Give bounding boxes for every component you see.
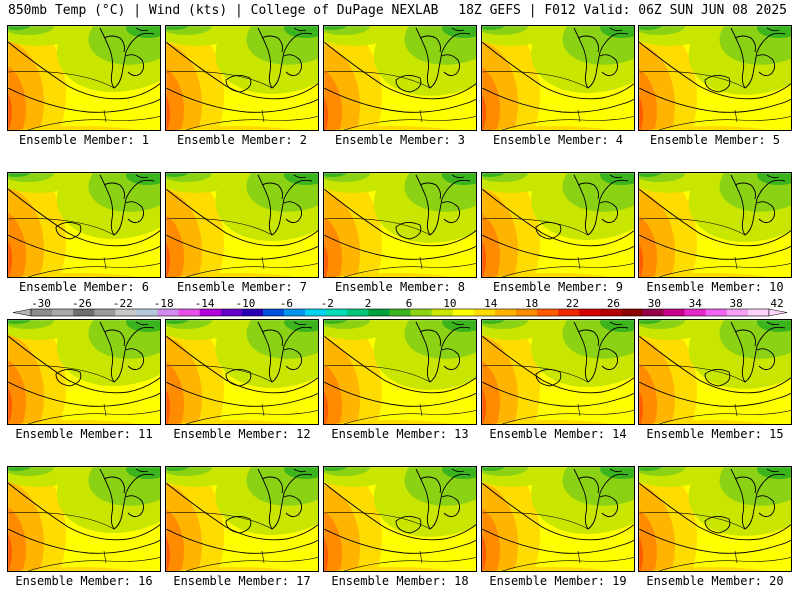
colorbar-swatch <box>178 309 200 316</box>
ensemble-member-caption: Ensemble Member: 3 <box>334 133 466 147</box>
colorbar-swatch <box>621 309 643 316</box>
ensemble-member-map <box>323 25 477 131</box>
colorbar-tick-label: 30 <box>648 298 661 310</box>
colorbar-tick-label: -26 <box>72 298 92 310</box>
ensemble-member-map <box>481 172 635 278</box>
ensemble-member-caption: Ensemble Member: 9 <box>492 280 624 294</box>
ensemble-member-caption: Ensemble Member: 8 <box>334 280 466 294</box>
colorbar-tick-label: 34 <box>689 298 703 310</box>
ensemble-member-caption: Ensemble Member: 20 <box>646 574 784 588</box>
colorbar-swatch <box>305 309 327 316</box>
colorbar-swatch <box>600 309 622 316</box>
colorbar-swatch <box>199 309 222 316</box>
colorbar-swatch <box>473 309 496 316</box>
ensemble-member-map <box>165 319 319 425</box>
colorbar-swatch <box>220 309 243 316</box>
ensemble-member-caption: Ensemble Member: 13 <box>331 427 469 441</box>
ensemble-member-map <box>481 466 635 572</box>
colorbar-arrow-high <box>768 308 787 317</box>
ensemble-member-map <box>165 466 319 572</box>
colorbar-swatch <box>368 309 390 316</box>
ensemble-member-caption: Ensemble Member: 5 <box>649 133 781 147</box>
ensemble-member-map <box>7 25 161 131</box>
colorbar-swatch <box>537 309 559 316</box>
colorbar-swatch <box>558 309 580 316</box>
colorbar-tick-label: -6 <box>280 298 293 310</box>
ensemble-member-map <box>323 466 477 572</box>
colorbar-swatch <box>94 309 116 316</box>
ensemble-member-map <box>638 466 792 572</box>
ensemble-member-map <box>165 25 319 131</box>
ensemble-member-map <box>638 25 792 131</box>
colorbar-tick-label: -18 <box>154 298 174 310</box>
colorbar-swatch <box>241 309 264 316</box>
ensemble-member-map <box>481 319 635 425</box>
colorbar-swatch <box>494 309 517 316</box>
header-title: 850mb Temp (°C) | Wind (kts) | College o… <box>8 3 439 18</box>
ensemble-member-caption: Ensemble Member: 2 <box>176 133 308 147</box>
colorbar-tick-label: -2 <box>321 298 334 310</box>
colorbar-swatch <box>347 309 369 316</box>
colorbar-tick-label: 14 <box>484 298 498 310</box>
colorbar-arrow-low <box>13 308 32 317</box>
colorbar-swatch <box>31 309 53 316</box>
ensemble-member-caption: Ensemble Member: 7 <box>176 280 308 294</box>
colorbar-swatch <box>410 309 432 316</box>
colorbar-tick-label: 26 <box>607 298 620 310</box>
colorbar-swatch <box>663 309 685 316</box>
ensemble-member-map <box>323 172 477 278</box>
colorbar-tick-label: 22 <box>566 298 579 310</box>
ensemble-member-caption: Ensemble Member: 19 <box>489 574 627 588</box>
colorbar-tick-label: -30 <box>31 298 51 310</box>
colorbar-swatch <box>705 309 728 316</box>
ensemble-member-caption: Ensemble Member: 1 <box>18 133 150 147</box>
colorbar-tick-label: -10 <box>236 298 256 310</box>
ensemble-member-caption: Ensemble Member: 4 <box>492 133 624 147</box>
colorbar-swatch <box>452 309 475 316</box>
colorbar-swatch <box>389 309 411 316</box>
ensemble-member-caption: Ensemble Member: 10 <box>646 280 784 294</box>
colorbar-swatch <box>642 309 664 316</box>
colorbar-tick-label: 2 <box>365 298 372 310</box>
colorbar-swatch <box>684 309 707 316</box>
ensemble-member-caption: Ensemble Member: 18 <box>331 574 469 588</box>
colorbar-tick-label: 38 <box>729 298 742 310</box>
ensemble-member-map <box>7 172 161 278</box>
colorbar-tick-label: 42 <box>770 298 783 310</box>
ensemble-member-map <box>638 319 792 425</box>
ensemble-member-map <box>638 172 792 278</box>
colorbar-swatch <box>115 309 137 316</box>
colorbar-swatch <box>515 309 538 316</box>
colorbar-swatch <box>157 309 179 316</box>
colorbar-swatch <box>136 309 158 316</box>
ensemble-member-caption: Ensemble Member: 11 <box>15 427 153 441</box>
ensemble-member-map <box>481 25 635 131</box>
colorbar-tick-label: -22 <box>113 298 133 310</box>
ensemble-member-map <box>7 466 161 572</box>
colorbar-tick-label: 18 <box>525 298 538 310</box>
ensemble-member-caption: Ensemble Member: 15 <box>646 427 784 441</box>
ensemble-member-map <box>7 319 161 425</box>
colorbar-swatch <box>726 309 749 316</box>
ensemble-member-caption: Ensemble Member: 14 <box>489 427 627 441</box>
ensemble-member-map <box>323 319 477 425</box>
ensemble-member-map <box>165 172 319 278</box>
colorbar-swatch <box>284 309 306 316</box>
colorbar-tick-label: 6 <box>406 298 413 310</box>
ensemble-member-caption: Ensemble Member: 12 <box>173 427 311 441</box>
ensemble-member-caption: Ensemble Member: 16 <box>15 574 153 588</box>
header-run-info: 18Z GEFS | F012 Valid: 06Z SUN JUN 08 20… <box>458 3 787 18</box>
colorbar-swatch <box>431 309 454 316</box>
colorbar-tick-label: 10 <box>443 298 456 310</box>
colorbar-swatch <box>73 309 95 316</box>
ensemble-member-caption: Ensemble Member: 17 <box>173 574 311 588</box>
colorbar-tick-label: -14 <box>195 298 215 310</box>
colorbar-swatch <box>262 309 285 316</box>
temperature-colorbar: -30 -26 -22 -18 -14 -10 -6 -2 2 6 10 14 18 22 26 30 34 38… <box>13 298 787 317</box>
colorbar-swatch <box>326 309 348 316</box>
colorbar-swatch <box>52 309 74 316</box>
colorbar-swatch <box>747 309 770 316</box>
colorbar-swatch <box>579 309 601 316</box>
ensemble-member-caption: Ensemble Member: 6 <box>18 280 150 294</box>
